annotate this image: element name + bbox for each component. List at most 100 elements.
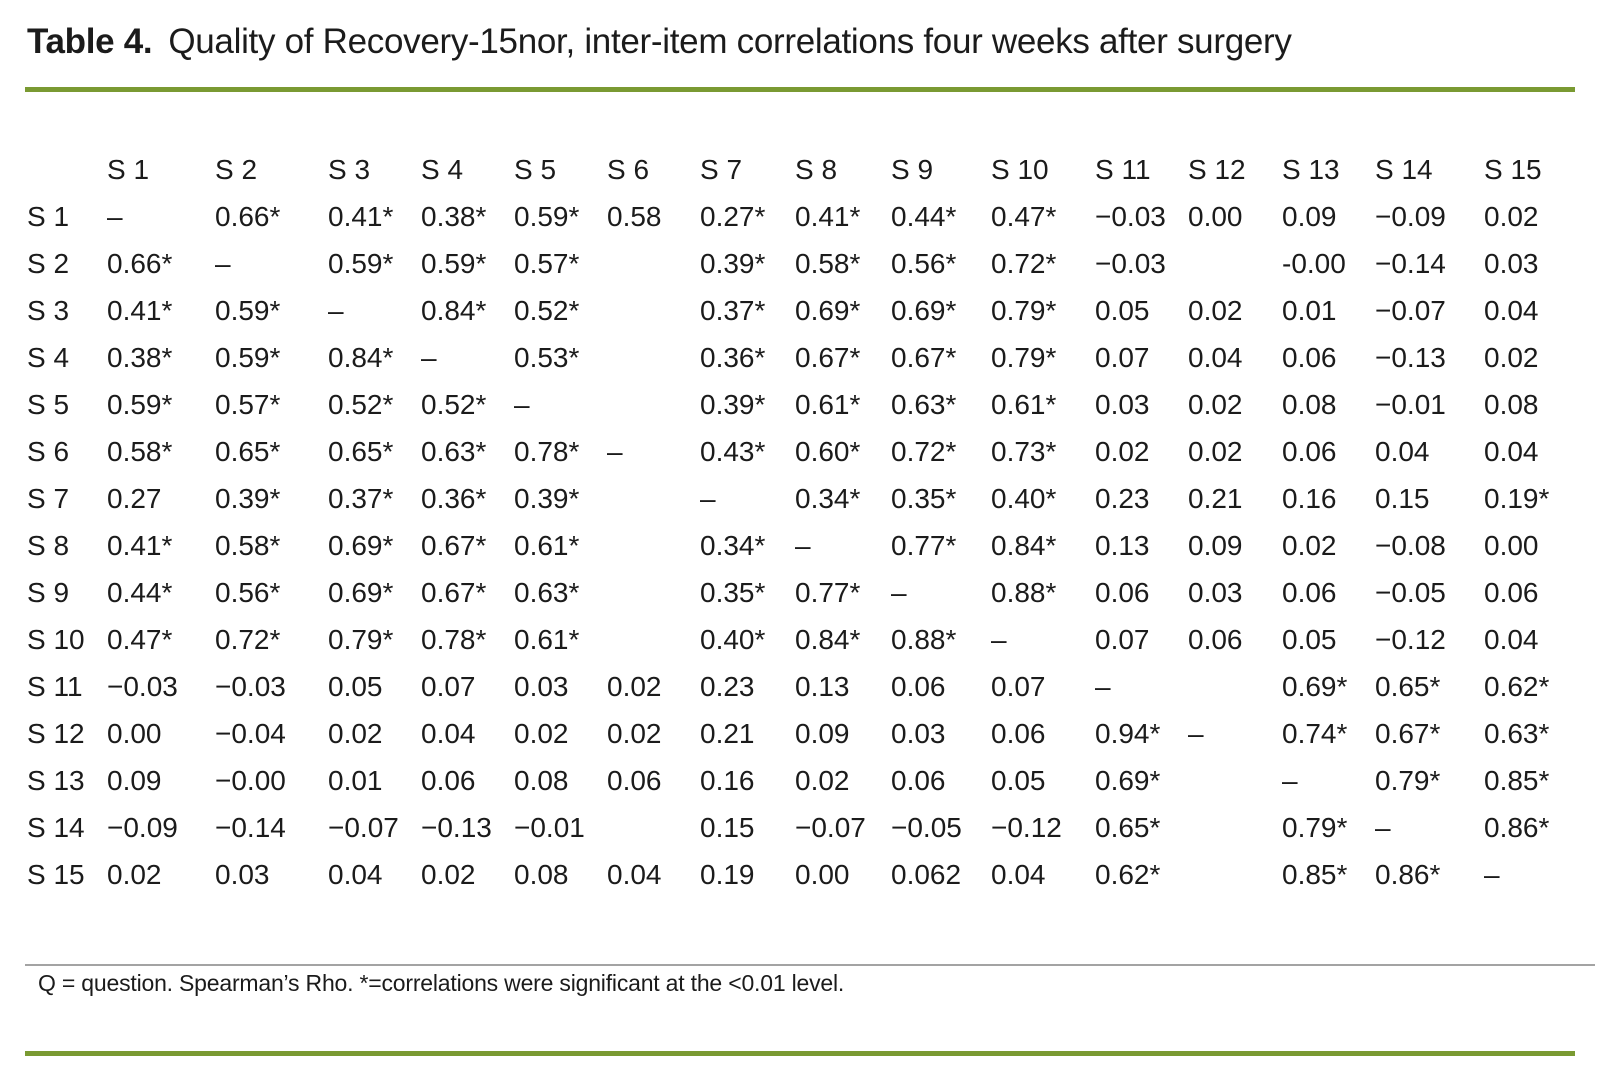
column-header: S 11 bbox=[1095, 153, 1151, 185]
correlation-cell: −0.14 bbox=[215, 811, 286, 843]
correlation-cell: 0.04 bbox=[1484, 294, 1539, 326]
row-header: S 5 bbox=[27, 388, 70, 420]
correlation-cell: 0.94* bbox=[1095, 717, 1161, 749]
row-header: S 8 bbox=[27, 529, 70, 561]
table-title: Table 4. Quality of Recovery-15nor, inter… bbox=[27, 22, 1292, 62]
correlation-cell: 0.62* bbox=[1484, 670, 1550, 702]
correlation-cell: 0.72* bbox=[215, 623, 281, 655]
correlation-cell: 0.02 bbox=[1188, 388, 1243, 420]
correlation-cell: 0.78* bbox=[514, 435, 580, 467]
correlation-cell: 0.07 bbox=[421, 670, 476, 702]
correlation-cell: 0.03 bbox=[891, 717, 946, 749]
correlation-cell: 0.61* bbox=[795, 388, 861, 420]
correlation-cell: 0.84* bbox=[795, 623, 861, 655]
correlation-cell: 0.67* bbox=[891, 341, 957, 373]
correlation-cell: 0.05 bbox=[1282, 623, 1337, 655]
correlation-cell: 0.16 bbox=[700, 764, 755, 796]
correlation-cell: −0.03 bbox=[1095, 200, 1166, 232]
correlation-cell: 0.27* bbox=[700, 200, 766, 232]
correlation-cell: 0.02 bbox=[421, 858, 476, 890]
correlation-cell: 0.61* bbox=[514, 529, 580, 561]
correlation-cell: 0.59* bbox=[421, 247, 487, 279]
correlation-cell: 0.04 bbox=[328, 858, 383, 890]
correlation-cell: 0.41* bbox=[107, 529, 173, 561]
correlation-cell: 0.02 bbox=[1188, 435, 1243, 467]
correlation-cell: 0.08 bbox=[1282, 388, 1337, 420]
correlation-cell: 0.77* bbox=[891, 529, 957, 561]
correlation-cell: 0.84* bbox=[328, 341, 394, 373]
correlation-cell: 0.00 bbox=[1484, 529, 1539, 561]
correlation-cell: −0.03 bbox=[107, 670, 178, 702]
correlation-cell: 0.23 bbox=[1095, 482, 1150, 514]
correlation-cell: 0.03 bbox=[514, 670, 569, 702]
correlation-cell: – bbox=[1282, 764, 1298, 796]
table-row: S 2 0.66* – 0.59* 0.59* 0.57* 0.39* 0.58* 0.56* 0… bbox=[27, 240, 1596, 287]
correlation-cell: 0.04 bbox=[1375, 435, 1430, 467]
correlation-cell: 0.59* bbox=[514, 200, 580, 232]
column-header: S 2 bbox=[215, 153, 258, 185]
correlation-cell: 0.39* bbox=[215, 482, 281, 514]
column-header: S 5 bbox=[514, 153, 557, 185]
correlation-cell: 0.39* bbox=[514, 482, 580, 514]
correlation-cell: 0.58* bbox=[795, 247, 861, 279]
row-header: S 15 bbox=[27, 858, 85, 890]
footnote-divider bbox=[25, 964, 1595, 966]
correlation-cell: 0.00 bbox=[107, 717, 162, 749]
correlation-cell: 0.06 bbox=[607, 764, 662, 796]
correlation-cell: 0.58 bbox=[607, 200, 662, 232]
correlation-cell: – bbox=[328, 294, 344, 326]
correlation-cell: 0.79* bbox=[328, 623, 394, 655]
correlation-cell bbox=[607, 240, 700, 287]
correlation-cell: −0.09 bbox=[107, 811, 178, 843]
correlation-cell: 0.77* bbox=[795, 576, 861, 608]
correlation-cell: 0.09 bbox=[795, 717, 850, 749]
correlation-cell: 0.65* bbox=[215, 435, 281, 467]
correlation-cell: 0.41* bbox=[328, 200, 394, 232]
correlation-cell: 0.35* bbox=[891, 482, 957, 514]
correlation-cell: −0.07 bbox=[1375, 294, 1446, 326]
correlation-cell: 0.27 bbox=[107, 482, 162, 514]
correlation-cell: 0.06 bbox=[1484, 576, 1539, 608]
correlation-cell: 0.04 bbox=[421, 717, 476, 749]
correlation-cell: – bbox=[1188, 717, 1204, 749]
correlation-cell: −0.09 bbox=[1375, 200, 1446, 232]
correlation-cell bbox=[607, 287, 700, 334]
correlation-cell: 0.44* bbox=[891, 200, 957, 232]
correlation-cell: −0.13 bbox=[1375, 341, 1446, 373]
column-header: S 12 bbox=[1188, 153, 1246, 185]
correlation-cell bbox=[1188, 804, 1282, 851]
correlation-cell: 0.65* bbox=[1375, 670, 1441, 702]
correlation-cell: 0.59* bbox=[107, 388, 173, 420]
table-row: S 4 0.38* 0.59* 0.84* – 0.53* 0.36* 0.67* 0.67* 0… bbox=[27, 334, 1596, 381]
correlation-cell: 0.84* bbox=[421, 294, 487, 326]
correlation-cell: 0.38* bbox=[107, 341, 173, 373]
correlation-cell: 0.07 bbox=[1095, 341, 1150, 373]
correlation-cell: 0.03 bbox=[1188, 576, 1243, 608]
table-row: S 11 −0.03 −0.03 0.05 0.07 0.03 0.02 0.23 0.13 0.… bbox=[27, 663, 1596, 710]
correlation-cell: 0.06 bbox=[1095, 576, 1150, 608]
correlation-cell: -0.00 bbox=[1282, 247, 1346, 279]
row-header: S 6 bbox=[27, 435, 70, 467]
correlation-cell bbox=[607, 616, 700, 663]
correlation-cell: 0.86* bbox=[1375, 858, 1441, 890]
correlation-cell: 0.34* bbox=[795, 482, 861, 514]
correlation-cell: 0.07 bbox=[991, 670, 1046, 702]
correlation-cell: 0.38* bbox=[421, 200, 487, 232]
correlation-cell: 0.63* bbox=[514, 576, 580, 608]
table-row: S 15 0.02 0.03 0.04 0.02 0.08 0.04 0.19 0.00 0.06… bbox=[27, 851, 1596, 898]
table-row: S 9 0.44* 0.56* 0.69* 0.67* 0.63* 0.35* 0.77* – 0… bbox=[27, 569, 1596, 616]
correlation-cell bbox=[607, 381, 700, 428]
correlation-cell: 0.05 bbox=[328, 670, 383, 702]
row-header: S 3 bbox=[27, 294, 70, 326]
correlation-cell: – bbox=[1484, 858, 1500, 890]
column-header: S 14 bbox=[1375, 153, 1433, 185]
correlation-cell: 0.16 bbox=[1282, 482, 1337, 514]
row-header: S 14 bbox=[27, 811, 85, 843]
correlation-cell: 0.66* bbox=[107, 247, 173, 279]
correlation-cell: 0.59* bbox=[215, 294, 281, 326]
correlation-cell: 0.56* bbox=[215, 576, 281, 608]
column-header: S 13 bbox=[1282, 153, 1340, 185]
correlation-cell: 0.56* bbox=[891, 247, 957, 279]
